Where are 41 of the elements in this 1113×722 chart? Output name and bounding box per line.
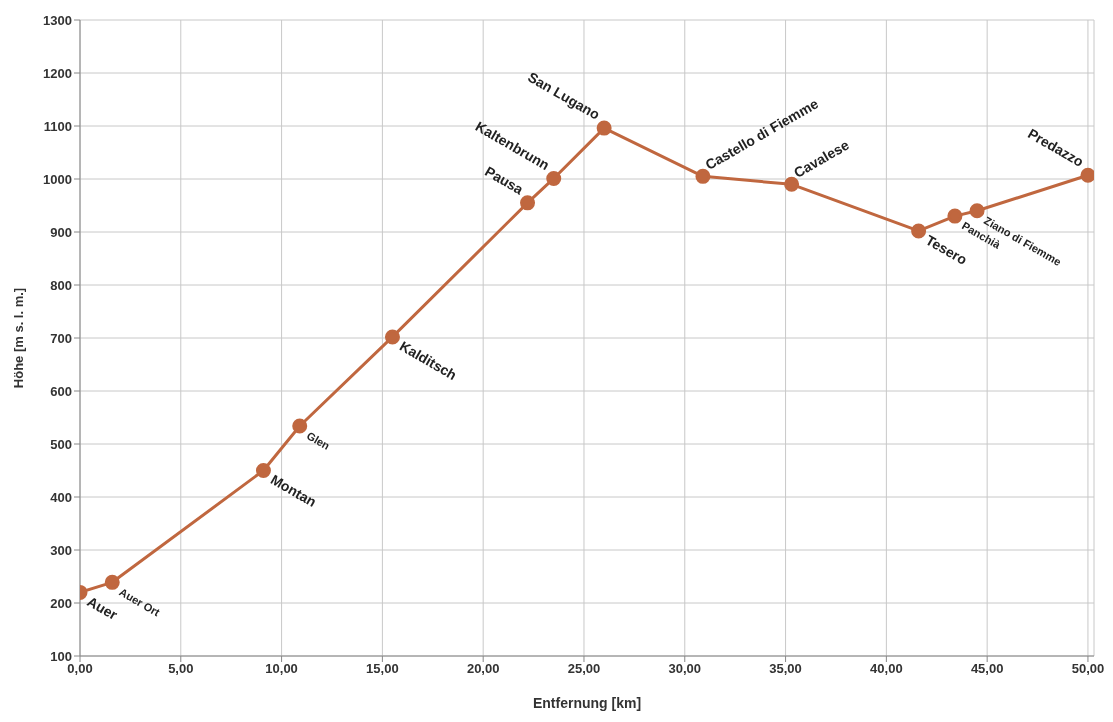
point bbox=[292, 418, 308, 434]
x-tick-label: 15,00 bbox=[366, 661, 399, 677]
y-tick-label: 300 bbox=[50, 542, 72, 558]
point bbox=[911, 223, 927, 239]
annotation: Glen bbox=[304, 429, 333, 453]
x-tick-label: 35,00 bbox=[769, 661, 802, 677]
x-tick-label: 5,00 bbox=[168, 661, 194, 677]
point bbox=[695, 168, 711, 184]
point bbox=[104, 574, 120, 590]
x-axis-title: Entfernung [km] bbox=[532, 695, 642, 711]
x-tick-label: 50,00 bbox=[1071, 661, 1105, 677]
y-tick-label: 100 bbox=[50, 648, 72, 664]
x-tick-label: 30,00 bbox=[668, 661, 702, 677]
x-tick-label: 25,00 bbox=[567, 661, 601, 677]
y-tick-label: 700 bbox=[50, 330, 72, 346]
y-tick-label: 1000 bbox=[43, 171, 72, 187]
x-tick-label: 45,00 bbox=[970, 661, 1004, 677]
y-tick-label: 1100 bbox=[43, 118, 72, 134]
point bbox=[596, 120, 612, 136]
y-tick-label: 800 bbox=[50, 277, 72, 293]
point bbox=[384, 329, 400, 345]
x-tick-label: 0,00 bbox=[67, 661, 93, 677]
point bbox=[784, 176, 800, 192]
point bbox=[520, 195, 536, 211]
y-axis-title: Höhe [m s. l. m.] bbox=[10, 287, 26, 389]
y-tick-label: 600 bbox=[50, 383, 72, 399]
x-tick-label: 10,00 bbox=[265, 661, 298, 677]
y-tick-label: 1300 bbox=[43, 12, 72, 28]
annotation: Auer Ort bbox=[117, 585, 163, 619]
point bbox=[255, 463, 271, 478]
y-tick-label: 1200 bbox=[43, 65, 72, 81]
point bbox=[546, 170, 562, 186]
point bbox=[947, 208, 963, 224]
y-tick-label: 500 bbox=[50, 436, 72, 452]
x-tick-label: 40,00 bbox=[870, 661, 903, 677]
y-tick-label: 900 bbox=[50, 224, 72, 240]
y-tick-label: 200 bbox=[50, 595, 72, 611]
y-tick-label: 400 bbox=[50, 489, 72, 505]
point bbox=[1080, 167, 1094, 183]
x-tick-label: 20,00 bbox=[466, 661, 500, 677]
point bbox=[969, 203, 985, 219]
